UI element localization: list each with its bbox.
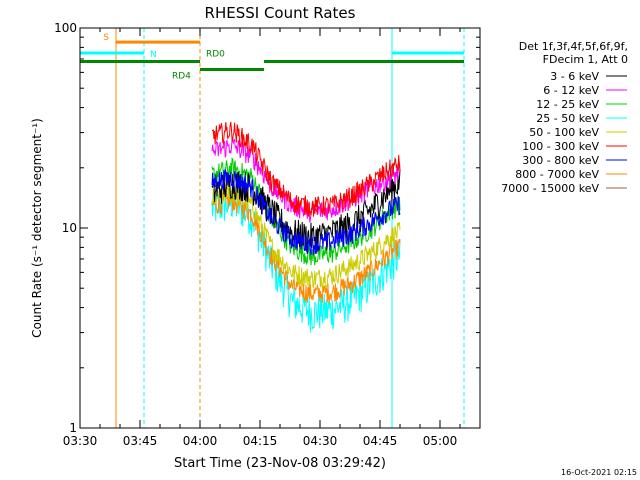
y-tick-label: 10 [62, 221, 77, 235]
x-tick-label: 04:30 [303, 434, 338, 448]
annotation-label-n: N [150, 50, 157, 60]
legend-entry-label: 50 - 100 keV [529, 126, 599, 139]
legend-entry-label: 300 - 800 keV [522, 154, 599, 167]
attenuator-annotations: S N RD0 RD4 [80, 33, 464, 82]
x-tick-label: 04:45 [363, 434, 398, 448]
y-tick-label: 1 [69, 421, 77, 435]
x-axis-label: Start Time (23-Nov-08 03:29:42) [174, 456, 386, 471]
legend-entry-label: 12 - 25 keV [536, 98, 599, 111]
series-line-800to7000keV [211, 191, 401, 304]
legend-entry-label: 25 - 50 keV [536, 112, 599, 125]
y-tick-label: 100 [54, 21, 77, 35]
annotation-label-rd4: RD4 [172, 72, 191, 82]
annotation-label-s: S [103, 33, 109, 43]
legend-entry-label: 3 - 6 keV [550, 70, 599, 83]
x-tick-label: 04:00 [183, 434, 218, 448]
footer-timestamp: 16-Oct-2021 02:15 [561, 468, 637, 477]
x-tick-label: 03:45 [123, 434, 158, 448]
series-line-300to800keV [211, 169, 401, 256]
y-axis-label: Count Rate (s⁻¹ detector segment⁻¹) [30, 118, 44, 338]
legend-entry-label: 100 - 300 keV [522, 140, 599, 153]
x-tick-label: 03:30 [63, 434, 98, 448]
axes: 03:30 03:45 04:00 04:15 04:30 04:45 05:00 1 10 10… [54, 21, 481, 448]
legend-entry-label: 800 - 7000 keV [515, 168, 599, 181]
legend-entry-label: 7000 - 15000 keV [501, 182, 599, 195]
data-series [211, 121, 401, 333]
series-line-12to25keV [211, 157, 401, 266]
x-tick-label: 05:00 [423, 434, 458, 448]
chart-title: RHESSI Count Rates [205, 4, 356, 22]
annotation-label-rd0: RD0 [206, 49, 225, 59]
series-line-100to300keV [211, 121, 401, 217]
legend-header-line: FDecim 1, Att 0 [543, 53, 628, 66]
legend-entry-label: 6 - 12 keV [543, 84, 599, 97]
series-line-50to100keV [211, 185, 401, 290]
legend-header-line: Det 1f,3f,4f,5f,6f,9f, [519, 40, 628, 53]
x-tick-label: 04:15 [243, 434, 278, 448]
legend: Det 1f,3f,4f,5f,6f,9f,FDecim 1, Att 0 3 -… [501, 40, 628, 195]
